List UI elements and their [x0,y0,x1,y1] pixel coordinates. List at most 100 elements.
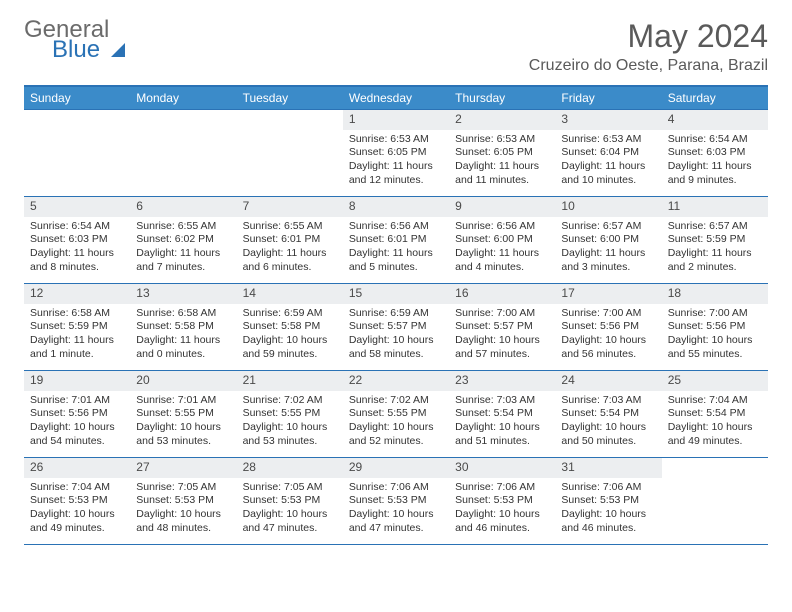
day-number: 16 [449,284,555,304]
calendar: SundayMondayTuesdayWednesdayThursdayFrid… [24,85,768,545]
week-row: 1Sunrise: 6:53 AMSunset: 6:05 PMDaylight… [24,109,768,196]
day-cell: 19Sunrise: 7:01 AMSunset: 5:56 PMDayligh… [24,371,130,457]
day-details: Sunrise: 7:05 AMSunset: 5:53 PMDaylight:… [130,478,236,540]
day-details: Sunrise: 6:54 AMSunset: 6:03 PMDaylight:… [24,217,130,279]
week-row: 12Sunrise: 6:58 AMSunset: 5:59 PMDayligh… [24,283,768,370]
day-number [662,458,768,478]
location-text: Cruzeiro do Oeste, Parana, Brazil [529,57,768,75]
day-cell: 6Sunrise: 6:55 AMSunset: 6:02 PMDaylight… [130,197,236,283]
day-of-week-cell: Sunday [24,87,130,109]
day-cell: 12Sunrise: 6:58 AMSunset: 5:59 PMDayligh… [24,284,130,370]
day-number: 13 [130,284,236,304]
day-details: Sunrise: 7:01 AMSunset: 5:56 PMDaylight:… [24,391,130,453]
day-details: Sunrise: 7:00 AMSunset: 5:57 PMDaylight:… [449,304,555,366]
day-number: 9 [449,197,555,217]
day-cell: 4Sunrise: 6:54 AMSunset: 6:03 PMDaylight… [662,110,768,196]
day-number: 27 [130,458,236,478]
day-details: Sunrise: 6:59 AMSunset: 5:57 PMDaylight:… [343,304,449,366]
day-cell: 30Sunrise: 7:06 AMSunset: 5:53 PMDayligh… [449,458,555,544]
day-cell: 5Sunrise: 6:54 AMSunset: 6:03 PMDaylight… [24,197,130,283]
day-of-week-header: SundayMondayTuesdayWednesdayThursdayFrid… [24,87,768,109]
day-details: Sunrise: 7:04 AMSunset: 5:53 PMDaylight:… [24,478,130,540]
day-details: Sunrise: 7:02 AMSunset: 5:55 PMDaylight:… [343,391,449,453]
day-cell: 8Sunrise: 6:56 AMSunset: 6:01 PMDaylight… [343,197,449,283]
day-cell: 9Sunrise: 6:56 AMSunset: 6:00 PMDaylight… [449,197,555,283]
day-cell: 7Sunrise: 6:55 AMSunset: 6:01 PMDaylight… [237,197,343,283]
day-number: 24 [555,371,661,391]
day-cell: 26Sunrise: 7:04 AMSunset: 5:53 PMDayligh… [24,458,130,544]
day-cell [130,110,236,196]
day-of-week-cell: Saturday [662,87,768,109]
day-number [24,110,130,130]
day-cell: 31Sunrise: 7:06 AMSunset: 5:53 PMDayligh… [555,458,661,544]
day-number: 1 [343,110,449,130]
day-number: 23 [449,371,555,391]
day-cell: 2Sunrise: 6:53 AMSunset: 6:05 PMDaylight… [449,110,555,196]
day-cell: 14Sunrise: 6:59 AMSunset: 5:58 PMDayligh… [237,284,343,370]
day-number: 30 [449,458,555,478]
day-cell: 20Sunrise: 7:01 AMSunset: 5:55 PMDayligh… [130,371,236,457]
day-number: 17 [555,284,661,304]
logo-triangle-icon [111,16,125,57]
day-number: 14 [237,284,343,304]
day-details: Sunrise: 6:53 AMSunset: 6:05 PMDaylight:… [449,130,555,192]
month-title: May 2024 [529,18,768,55]
day-details: Sunrise: 7:01 AMSunset: 5:55 PMDaylight:… [130,391,236,453]
day-details: Sunrise: 6:53 AMSunset: 6:04 PMDaylight:… [555,130,661,192]
day-cell: 29Sunrise: 7:06 AMSunset: 5:53 PMDayligh… [343,458,449,544]
day-cell: 17Sunrise: 7:00 AMSunset: 5:56 PMDayligh… [555,284,661,370]
day-details: Sunrise: 7:00 AMSunset: 5:56 PMDaylight:… [662,304,768,366]
day-number: 25 [662,371,768,391]
day-number: 18 [662,284,768,304]
day-details: Sunrise: 6:54 AMSunset: 6:03 PMDaylight:… [662,130,768,192]
day-cell: 23Sunrise: 7:03 AMSunset: 5:54 PMDayligh… [449,371,555,457]
day-cell: 21Sunrise: 7:02 AMSunset: 5:55 PMDayligh… [237,371,343,457]
day-of-week-cell: Wednesday [343,87,449,109]
day-of-week-cell: Friday [555,87,661,109]
day-of-week-cell: Monday [130,87,236,109]
day-number: 26 [24,458,130,478]
day-number: 3 [555,110,661,130]
day-number: 6 [130,197,236,217]
day-of-week-cell: Thursday [449,87,555,109]
day-cell: 16Sunrise: 7:00 AMSunset: 5:57 PMDayligh… [449,284,555,370]
day-details: Sunrise: 7:03 AMSunset: 5:54 PMDaylight:… [555,391,661,453]
weeks-container: 1Sunrise: 6:53 AMSunset: 6:05 PMDaylight… [24,109,768,545]
day-cell: 10Sunrise: 6:57 AMSunset: 6:00 PMDayligh… [555,197,661,283]
day-details: Sunrise: 6:59 AMSunset: 5:58 PMDaylight:… [237,304,343,366]
day-details: Sunrise: 6:57 AMSunset: 6:00 PMDaylight:… [555,217,661,279]
day-cell: 13Sunrise: 6:58 AMSunset: 5:58 PMDayligh… [130,284,236,370]
day-number: 7 [237,197,343,217]
day-number [130,110,236,130]
day-cell [237,110,343,196]
day-number: 2 [449,110,555,130]
day-details: Sunrise: 7:02 AMSunset: 5:55 PMDaylight:… [237,391,343,453]
day-details: Sunrise: 6:58 AMSunset: 5:59 PMDaylight:… [24,304,130,366]
header: General Blue May 2024 Cruzeiro do Oeste,… [24,18,768,81]
day-cell: 1Sunrise: 6:53 AMSunset: 6:05 PMDaylight… [343,110,449,196]
day-details: Sunrise: 7:06 AMSunset: 5:53 PMDaylight:… [449,478,555,540]
week-row: 19Sunrise: 7:01 AMSunset: 5:56 PMDayligh… [24,370,768,457]
day-cell: 24Sunrise: 7:03 AMSunset: 5:54 PMDayligh… [555,371,661,457]
day-number: 21 [237,371,343,391]
day-number [237,110,343,130]
day-cell: 11Sunrise: 6:57 AMSunset: 5:59 PMDayligh… [662,197,768,283]
day-number: 20 [130,371,236,391]
day-cell: 28Sunrise: 7:05 AMSunset: 5:53 PMDayligh… [237,458,343,544]
day-cell: 22Sunrise: 7:02 AMSunset: 5:55 PMDayligh… [343,371,449,457]
day-cell: 25Sunrise: 7:04 AMSunset: 5:54 PMDayligh… [662,371,768,457]
day-number: 19 [24,371,130,391]
day-number: 29 [343,458,449,478]
day-details: Sunrise: 7:00 AMSunset: 5:56 PMDaylight:… [555,304,661,366]
day-cell [662,458,768,544]
logo: General Blue [24,18,127,62]
day-number: 10 [555,197,661,217]
day-number: 4 [662,110,768,130]
day-number: 31 [555,458,661,478]
week-row: 5Sunrise: 6:54 AMSunset: 6:03 PMDaylight… [24,196,768,283]
day-number: 28 [237,458,343,478]
day-details: Sunrise: 7:04 AMSunset: 5:54 PMDaylight:… [662,391,768,453]
day-cell: 3Sunrise: 6:53 AMSunset: 6:04 PMDaylight… [555,110,661,196]
day-details: Sunrise: 6:57 AMSunset: 5:59 PMDaylight:… [662,217,768,279]
day-number: 15 [343,284,449,304]
